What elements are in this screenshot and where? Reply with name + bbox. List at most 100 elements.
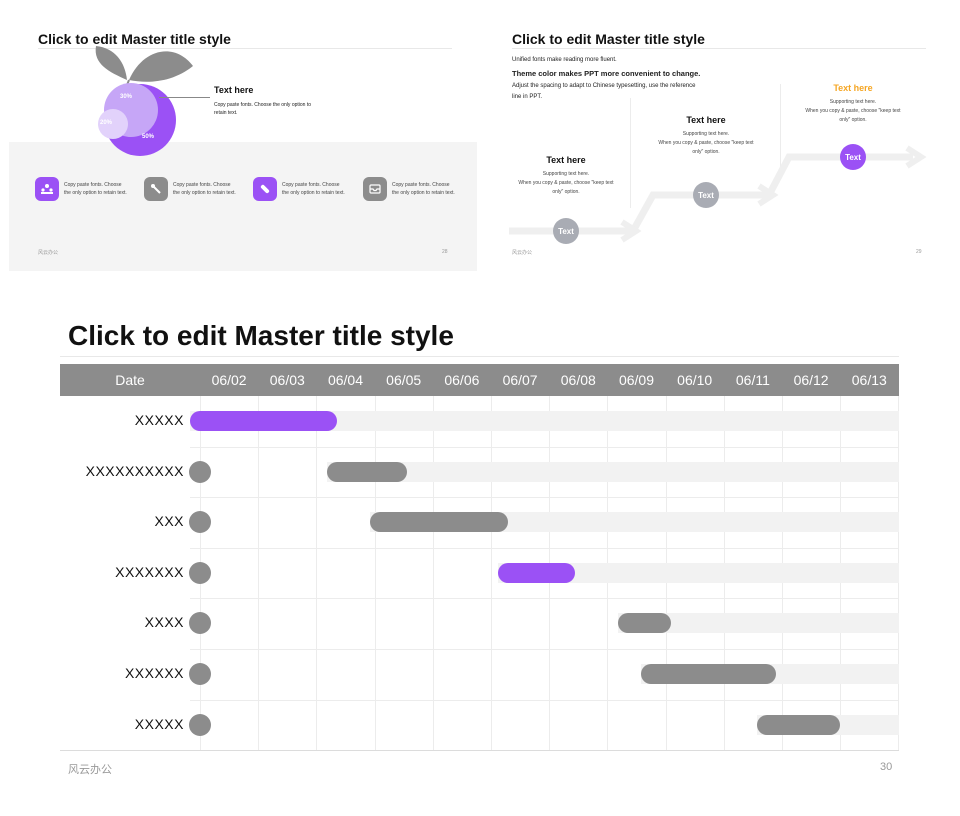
task-label: XXX [154,513,184,530]
task-bar[interactable] [757,714,841,735]
callout-line [159,97,210,98]
slide-29: Click to edit Master title style Unified… [483,24,951,271]
task-label: XXXXX [134,412,184,428]
task-track [326,461,899,482]
circle-20 [98,109,128,139]
grid-vline [258,396,260,750]
task-start-dot [189,561,211,584]
apple-chart-graphic [95,46,193,156]
slide-29-footer-left: 风云办公 [512,250,533,256]
task-start-dot [189,511,211,534]
pct-30-label: 30% [120,94,133,100]
step-3-support-1: Supporting text here. [829,99,877,105]
task-track [617,613,899,634]
date-cell: 06/11 [735,372,770,388]
slide-30-page-number: 30 [880,761,893,773]
task-label: XXXXXXXXXX [85,462,184,479]
task-bar[interactable] [370,512,509,533]
slide-28-page-number: 28 [442,249,448,255]
task-label: XXXX [144,614,184,631]
step-2-support-3: only" option. [692,149,720,155]
pct-50-label: 50% [142,134,155,140]
step-1-support-3: only" option. [552,189,580,195]
callout-body-1: Copy paste fonts. Choose the only option… [214,102,312,108]
slide-28-footer-left: 风云办公 [38,250,59,256]
grid-hline [190,699,899,701]
step-1-circle: Text [553,218,579,244]
column-divider [780,84,781,174]
intro-line-2: Theme color makes PPT more convenient to… [512,69,701,78]
task-label: XXXXX [134,715,184,732]
task-start-dot [189,663,211,685]
step-1-heading: Text here [546,155,586,165]
grid-vline [491,396,492,750]
feature-3-text-1: Copy paste fonts. Choose [282,182,340,188]
task-track [498,562,899,583]
grid-vline [316,396,318,750]
step-2-circle: Text [693,182,719,208]
grid-hline [190,446,899,448]
date-cell: 06/08 [560,372,596,388]
date-cell: 06/10 [677,372,713,388]
step-2-support-2: When you copy & paste, choose "keep text [658,140,754,146]
task-start-dot [189,460,211,483]
feature-4-text-1: Copy paste fonts. Choose [392,182,450,188]
slide-29-page-number: 29 [916,249,922,255]
task-label: XXXXXXX [115,563,184,580]
slide-30-footer-left: 风云办公 [68,764,112,776]
slide-28: Click to edit Master title style 30% 20%… [9,24,477,271]
intro-line-4: line in PPT. [512,94,543,100]
title-rule [60,356,899,357]
task-start-dot [189,713,211,736]
slide-29-title: Click to edit Master title style [512,31,705,47]
leaf-left-icon [95,46,127,80]
tools-icon [144,177,168,201]
grid-vline [374,396,376,750]
feature-2-text-2: the only option to retain text. [173,190,236,196]
callout-title: Text here [214,85,254,95]
callout-body-2: retain text. [214,110,238,116]
task-bar[interactable] [326,461,407,482]
title-rule [38,48,452,49]
date-cell: 06/13 [851,372,887,388]
date-cell: 06/06 [444,372,480,388]
pct-20-label: 20% [100,120,113,126]
task-label: XXXXXX [124,665,184,681]
step-3-support-3: only" option. [839,117,867,123]
title-rule [512,48,926,49]
feature-3-text-2: the only option to retain text. [282,190,345,196]
task-bar[interactable] [617,613,672,634]
pill-icon [253,177,277,201]
bottom-rule [60,750,899,751]
leaf-right-icon [129,51,193,82]
slide-28-title: Click to edit Master title style [38,31,231,47]
feature-1-text-2: the only option to retain text. [64,190,127,196]
step-3-circle: Text [840,144,866,170]
task-bar[interactable] [498,562,576,583]
date-cell: 06/03 [269,372,305,388]
date-cell: 06/04 [327,372,363,388]
task-bar[interactable] [641,664,777,684]
step-2-support-1: Supporting text here. [682,131,730,137]
feature-1-text-1: Copy paste fonts. Choose [64,182,122,188]
slide-30-title: Click to edit Master title style [68,320,454,351]
date-cell: 06/09 [618,372,654,388]
grid-hline [190,497,899,499]
date-cell: 06/07 [502,372,538,388]
task-track [190,411,899,431]
feature-4-text-2: the only option to retain text. [392,190,455,196]
task-bar[interactable] [190,411,337,431]
grid-hline [190,547,899,549]
date-cell: 06/05 [386,372,422,388]
inbox-icon [363,177,387,201]
date-header: Date [115,372,145,388]
step-1-support-1: Supporting text here. [542,171,590,177]
gray-band [9,142,477,271]
step-1-support-2: When you copy & paste, choose "keep text [518,180,614,186]
step-3-heading: Text here [833,83,873,93]
grid-vline [432,396,434,750]
feature-2-text-1: Copy paste fonts. Choose [173,182,231,188]
intro-line-3: Adjust the spacing to adapt to Chinese t… [512,83,696,89]
grid-hline [190,649,899,650]
date-cell: 06/02 [211,372,247,388]
